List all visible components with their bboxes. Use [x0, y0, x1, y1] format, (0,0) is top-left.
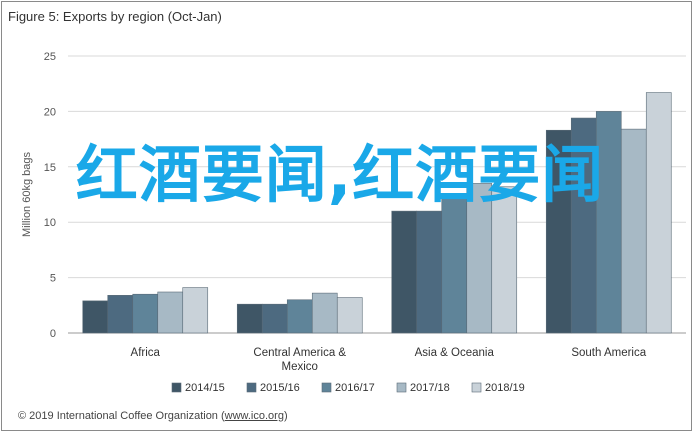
- bar: [491, 186, 518, 334]
- bar: [261, 303, 288, 334]
- legend: 2014/15 2015/16 2016/17 2017/18 2018/19: [171, 382, 525, 394]
- copyright-credit: © 2019 International Coffee Organization…: [18, 410, 288, 422]
- y-tick-label: 25: [44, 51, 56, 63]
- bars: [82, 92, 672, 334]
- credit-suffix: ): [283, 410, 288, 422]
- bar: [82, 300, 109, 334]
- bar: [620, 128, 647, 334]
- bar: [416, 210, 443, 334]
- legend-label: 2017/18: [410, 382, 450, 394]
- bar: [441, 195, 468, 334]
- legend-label: 2015/16: [260, 382, 300, 394]
- category-labels: Africa Central America & Mexico Asia & Ocea…: [131, 347, 647, 373]
- y-tick-label: 0: [50, 328, 56, 340]
- y-tick-labels: 0 5 10 15 20 25: [44, 51, 56, 340]
- bar: [311, 292, 338, 334]
- y-axis-label: Million 60kg bags: [21, 152, 33, 237]
- bar: [157, 291, 184, 334]
- credit-prefix: © 2019 International Coffee Organization…: [18, 410, 225, 422]
- legend-swatch: [396, 382, 407, 393]
- legend-swatch: [246, 382, 257, 393]
- category-label: Central America & Mexico: [253, 347, 346, 373]
- y-tick-label: 10: [44, 217, 56, 229]
- category-label: South America: [571, 347, 646, 359]
- ico-link[interactable]: www.ico.org: [224, 410, 284, 422]
- bar: [570, 117, 597, 334]
- category-label: Africa: [131, 347, 161, 359]
- bar: [645, 92, 672, 334]
- bar: [107, 295, 134, 334]
- legend-swatch: [321, 382, 332, 393]
- bar: [286, 299, 313, 334]
- bar: [132, 293, 159, 334]
- legend-swatch: [471, 382, 482, 393]
- bar: [545, 129, 572, 334]
- bar: [595, 111, 622, 334]
- legend-label: 2018/19: [485, 382, 525, 394]
- y-tick-label: 20: [44, 106, 56, 118]
- bar: [236, 303, 263, 334]
- category-label: Asia & Oceania: [415, 347, 495, 359]
- figure-title: Figure 5: Exports by region (Oct-Jan): [8, 9, 222, 24]
- legend-swatch: [171, 382, 182, 393]
- legend-label: 2014/15: [185, 382, 225, 394]
- watermark-overlay-text: 红酒要闻,红酒要闻: [75, 138, 605, 211]
- legend-label: 2016/17: [335, 382, 375, 394]
- bar: [391, 210, 418, 334]
- y-tick-label: 15: [44, 162, 56, 174]
- bar: [182, 287, 209, 334]
- bar: [336, 297, 363, 334]
- y-tick-label: 5: [50, 273, 56, 285]
